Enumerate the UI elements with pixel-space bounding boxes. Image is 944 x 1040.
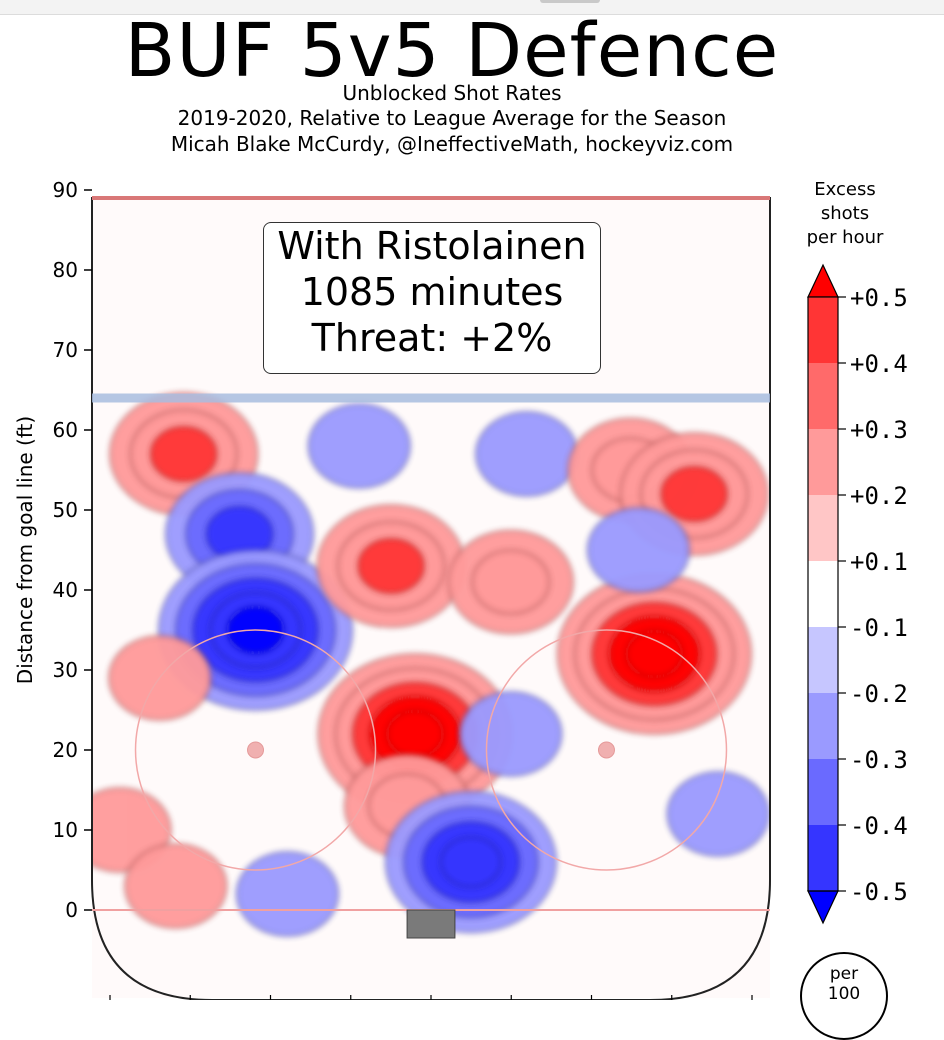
colorbar-bin-0 <box>808 297 838 363</box>
hotspot-3 <box>316 504 466 628</box>
faceoff-circle-1 <box>485 629 728 871</box>
hotspot-7 <box>92 787 172 873</box>
faceoff-circle-0 <box>134 629 377 871</box>
y-tick-label-60: 60 <box>53 418 78 442</box>
contour-level-1 <box>307 403 411 489</box>
contour-level-3 <box>660 466 728 522</box>
colorbar-arrow-top <box>807 263 839 298</box>
colorbar-arrow-bottom <box>807 890 839 925</box>
legend-text-per: per <box>829 964 859 984</box>
colorbar-tick-label-6: -0.2 <box>850 680 908 708</box>
y-tick-label-0: 0 <box>65 898 78 922</box>
colorbar-tick-label-1: +0.4 <box>850 350 908 378</box>
browser-tab[interactable] <box>540 0 600 3</box>
hotspot-12 <box>307 403 411 489</box>
colorbar-bin-1 <box>808 363 838 429</box>
contour-level-4 <box>440 836 502 888</box>
colorbar-tick-label-0: +0.5 <box>850 284 908 312</box>
season-subtitle: 2019-2020, Relative to League Average fo… <box>177 106 727 130</box>
hotspot-15 <box>557 573 752 735</box>
contour-level-1 <box>459 691 563 777</box>
colorbar-title-2: shots <box>820 203 870 224</box>
contour-level-1 <box>475 411 579 497</box>
y-tick-label-90: 90 <box>53 178 78 202</box>
contour-level-1 <box>124 843 228 929</box>
contour-level-3 <box>150 426 218 482</box>
browser-top-bar <box>0 0 944 15</box>
hotspot-11 <box>459 691 563 777</box>
colorbar-bin-6 <box>808 693 838 759</box>
contour-level-5 <box>386 710 444 758</box>
size-legend-circle: per 100 <box>800 952 888 1040</box>
y-tick-label-80: 80 <box>53 258 78 282</box>
colorbar-tick-label-7: -0.3 <box>850 746 908 774</box>
author-credit: Micah Blake McCurdy, @IneffectiveMath, h… <box>170 132 734 156</box>
hotspot-8 <box>124 843 228 929</box>
rink-boards <box>91 197 771 1000</box>
y-tick-label-20: 20 <box>53 738 78 762</box>
info-box: With Ristolainen 1085 minutes Threat: +2… <box>263 222 601 374</box>
y-tick-label-30: 30 <box>53 658 78 682</box>
hotspot-19 <box>666 771 770 857</box>
colorbar-bin-7 <box>808 759 838 825</box>
y-tick-label-50: 50 <box>53 498 78 522</box>
colorbar-frame <box>807 296 839 892</box>
legend-text-100: 100 <box>827 984 861 1004</box>
colorbar-bin-2 <box>808 429 838 495</box>
rink-heatmap-chart: 0 10 20 30 40 50 60 70 80 90 +0.5 +0.4 +0.3 +0.2 +0.1… <box>53 178 908 1000</box>
contour-level-1 <box>236 851 339 937</box>
y-tick-label-70: 70 <box>53 338 78 362</box>
y-tick-label-10: 10 <box>53 818 78 842</box>
goal-net <box>406 909 456 939</box>
info-minutes: 1085 minutes <box>300 270 564 314</box>
hotspot-13 <box>475 411 579 497</box>
info-player: With Ristolainen <box>277 224 587 268</box>
contour-level-5 <box>626 630 683 678</box>
colorbar-neutral-band <box>808 561 838 627</box>
hotspot-18 <box>587 507 690 593</box>
colorbar-tick-label-4: +0.1 <box>850 548 908 576</box>
y-tick-label-40: 40 <box>53 578 78 602</box>
colorbar-title-3: per hour <box>806 227 884 248</box>
colorbar-tick-label-2: +0.3 <box>850 416 908 444</box>
colorbar-tick-label-5: -0.1 <box>850 614 908 642</box>
info-threat: Threat: +2% <box>311 316 553 360</box>
colorbar-tick-label-8: -0.4 <box>850 812 908 840</box>
faceoff-dot-1 <box>597 741 615 759</box>
faceoff-dot-0 <box>247 741 265 759</box>
colorbar-bin-8 <box>808 825 838 891</box>
contour-level-3 <box>357 538 425 594</box>
contour-level-1 <box>587 507 690 593</box>
colorbar-bin-3 <box>808 495 838 561</box>
chart-title: BUF 5v5 Defence <box>124 8 780 94</box>
colorbar-tick-label-3: +0.2 <box>850 482 908 510</box>
colorbar-title-1: Excess <box>814 179 876 200</box>
hotspot-9 <box>236 851 339 937</box>
colorbar-tick-label-9: -0.5 <box>850 878 908 906</box>
contour-level-1 <box>666 771 770 857</box>
colorbar-bin-5 <box>808 627 838 693</box>
contour-level-2 <box>471 549 550 615</box>
chart-subtitle: Unblocked Shot Rates <box>342 81 562 105</box>
hotspot-14 <box>447 530 574 635</box>
contour-level-1 <box>92 787 172 873</box>
